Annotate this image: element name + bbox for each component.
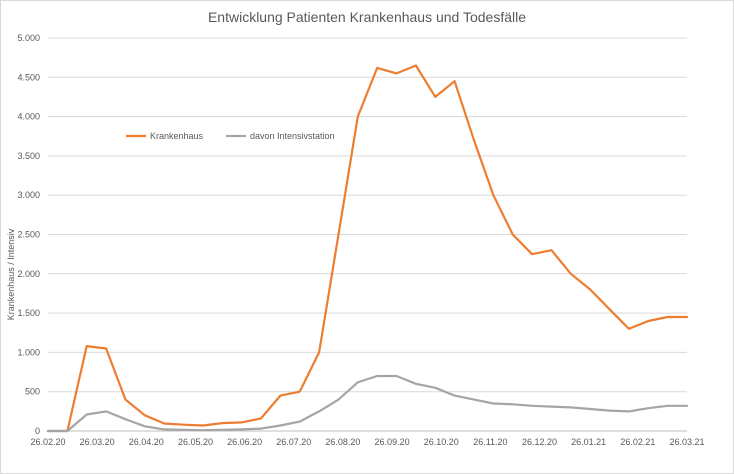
- y-tick-label: 3.000: [17, 190, 40, 200]
- x-tick-label: 26.02.20: [30, 437, 65, 447]
- x-tick-label: 26.03.21: [669, 437, 704, 447]
- x-tick-label: 26.11.20: [473, 437, 507, 447]
- x-tick-label: 26.10.20: [424, 437, 459, 447]
- x-tick-label: 26.03.20: [80, 437, 115, 447]
- y-tick-label: 2.000: [17, 269, 40, 279]
- x-tick-label: 26.01.21: [571, 437, 606, 447]
- legend-label: davon Intensivstation: [250, 131, 335, 141]
- x-tick-label: 26.05.20: [178, 437, 213, 447]
- x-tick-label: 26.02.21: [620, 437, 655, 447]
- x-tick-label: 26.08.20: [325, 437, 360, 447]
- y-tick-label: 2.500: [17, 230, 40, 240]
- x-tick-label: 26.12.20: [522, 437, 557, 447]
- x-tick-label: 26.06.20: [227, 437, 262, 447]
- y-tick-label: 4.500: [17, 72, 40, 82]
- chart-title: Entwicklung Patienten Krankenhaus und To…: [207, 9, 527, 25]
- y-tick-label: 1.000: [17, 347, 40, 357]
- series-line-krankenhaus: [46, 64, 689, 433]
- series-line-intensivstation: [46, 374, 689, 433]
- y-tick-label: 3.500: [17, 151, 40, 161]
- legend-label: Krankenhaus: [150, 131, 204, 141]
- y-tick-label: 5.000: [17, 33, 40, 43]
- y-tick-label: 0: [35, 426, 40, 436]
- x-tick-label: 26.09.20: [375, 437, 410, 447]
- y-axis-title: Krankenhaus / Intensiv: [6, 228, 16, 320]
- y-tick-label: 4.000: [17, 112, 40, 122]
- y-tick-label: 1.500: [17, 308, 40, 318]
- x-tick-label: 26.04.20: [129, 437, 164, 447]
- x-tick-label: 26.07.20: [276, 437, 311, 447]
- y-tick-label: 500: [25, 387, 40, 397]
